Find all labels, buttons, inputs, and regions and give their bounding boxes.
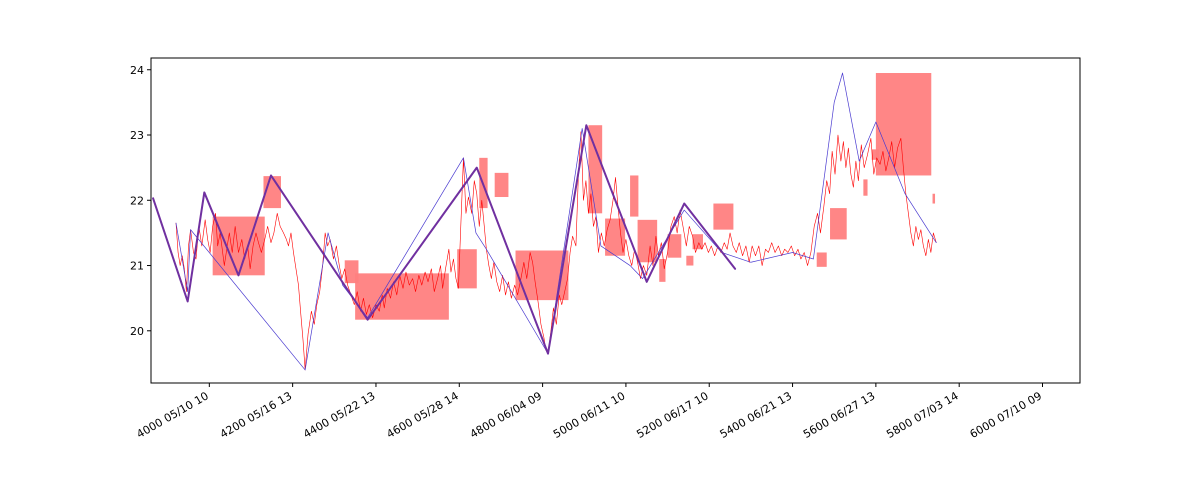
consolidation-box-17	[816, 252, 827, 267]
consolidation-box-11	[637, 219, 658, 263]
consolidation-box-10	[630, 175, 639, 217]
x-tick-label-4800: 4800 06/04 09	[468, 389, 544, 441]
y-tick-label-21: 21	[130, 260, 144, 273]
y-tick-label-23: 23	[130, 129, 144, 142]
y-tick-label-20: 20	[130, 325, 144, 338]
x-tick-label-6000: 6000 07/10 09	[968, 389, 1044, 441]
consolidation-box-21	[875, 73, 932, 176]
consolidation-box-15	[692, 234, 703, 250]
x-tick-label-5400: 5400 06/21 13	[718, 389, 794, 441]
x-tick-label-4200: 4200 05/16 13	[218, 389, 294, 441]
x-tick-label-5200: 5200 06/17 10	[634, 389, 710, 441]
x-tick-label-4000: 4000 05/10 10	[134, 389, 210, 441]
x-tick-label-4600: 4600 05/28 14	[384, 389, 460, 441]
y-tick-label-24: 24	[130, 64, 144, 77]
zigzag-major-line	[152, 124, 737, 355]
y-tick-label-22: 22	[130, 194, 144, 207]
consolidation-box-20	[871, 149, 880, 160]
consolidation-box-9	[605, 218, 626, 256]
zigzag-major-series	[152, 124, 737, 355]
x-tick-label-5000: 5000 06/11 10	[551, 389, 627, 441]
consolidation-box-3	[355, 273, 449, 320]
consolidation-box-19	[863, 179, 868, 196]
consolidation-box-4	[457, 249, 477, 289]
zigzag-minor-series	[175, 72, 937, 371]
consolidation-box-18	[830, 208, 847, 240]
x-tick-label-5600: 5600 06/27 13	[801, 389, 877, 441]
x-tick-label-5800: 5800 07/03 14	[884, 389, 960, 441]
plot-frame	[150, 57, 1081, 384]
consolidation-box-22	[932, 193, 936, 204]
zigzag-minor-line	[175, 72, 937, 371]
consolidation-box-14	[686, 255, 694, 266]
consolidation-box-0	[212, 216, 265, 276]
consolidation-box-16	[713, 203, 734, 230]
consolidation-box-12	[659, 259, 666, 282]
x-tick-label-4400: 4400 05/22 13	[301, 389, 377, 441]
x-axis: 4000 05/10 10 4200 05/16 13 4400 05/22 13 4…	[134, 383, 1044, 441]
y-axis: 20 21 22 23 24	[130, 64, 151, 338]
consolidation-box-6	[494, 172, 509, 198]
consolidation-box-13	[667, 234, 682, 258]
consolidation-box-2	[344, 260, 359, 284]
